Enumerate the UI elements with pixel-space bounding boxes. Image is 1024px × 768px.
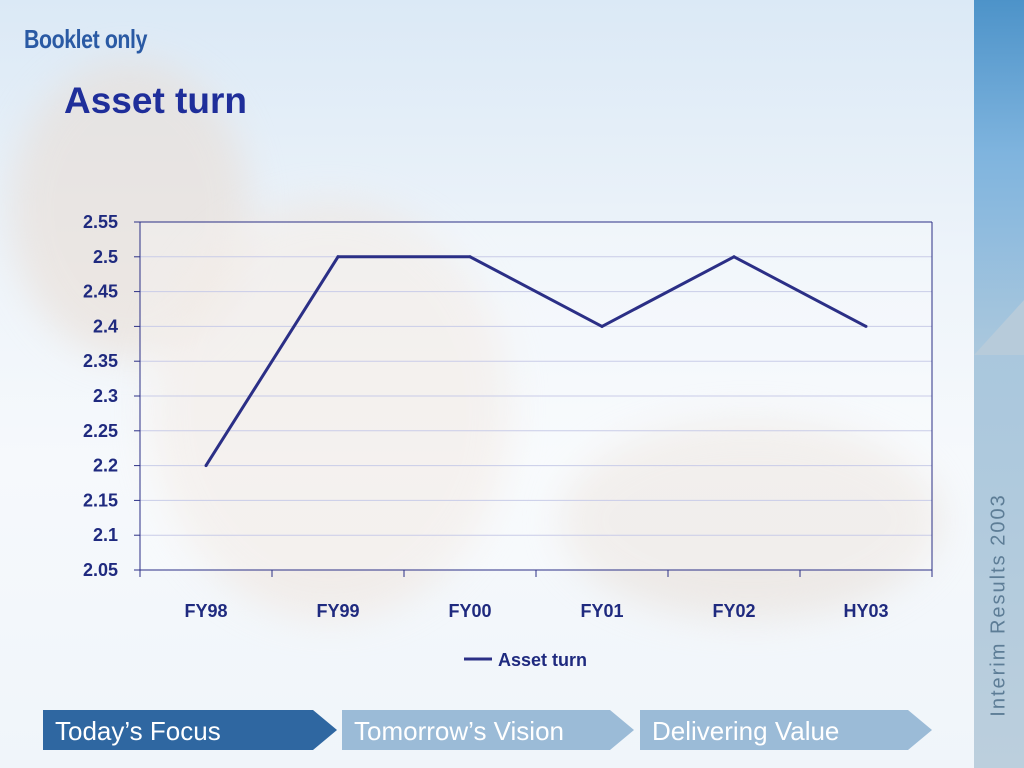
y-tick-label: 2.35 — [83, 351, 118, 371]
y-tick-label: 2.25 — [83, 421, 118, 441]
x-tick-label: FY99 — [316, 601, 359, 621]
y-tick-label: 2.05 — [83, 560, 118, 580]
x-tick-label: FY02 — [712, 601, 755, 621]
side-banner — [974, 0, 1024, 768]
data-point — [468, 255, 472, 259]
series-line — [204, 255, 867, 467]
booklet-label: Booklet only — [24, 24, 148, 54]
data-point — [600, 324, 604, 328]
x-tick-label: FY01 — [580, 601, 623, 621]
nav-arrow-shape — [640, 710, 932, 750]
y-tick-label: 2.15 — [83, 490, 118, 510]
nav-tomorrows-vision[interactable]: Tomorrow’s Vision — [342, 710, 634, 750]
data-point — [336, 255, 340, 259]
nav-label: Today’s Focus — [55, 716, 221, 746]
x-tick-label: FY98 — [184, 601, 227, 621]
data-point — [732, 255, 736, 259]
data-point — [204, 464, 208, 468]
legend-label: Asset turn — [498, 650, 587, 670]
nav-label: Delivering Value — [652, 716, 840, 746]
nav-todays-focus[interactable]: Today’s Focus — [43, 710, 337, 750]
y-tick-label: 2.45 — [83, 282, 118, 302]
side-banner-accent — [974, 300, 1024, 355]
y-tick-label: 2.5 — [93, 247, 118, 267]
y-tick-label: 2.2 — [93, 456, 118, 476]
nav-label: Tomorrow’s Vision — [354, 716, 565, 746]
y-tick-label: 2.1 — [93, 525, 118, 545]
nav-arrow-shape — [342, 710, 634, 750]
data-point — [864, 324, 868, 328]
x-tick-label: FY00 — [448, 601, 491, 621]
background-figure-blur — [560, 420, 940, 620]
y-tick-label: 2.55 — [83, 212, 118, 232]
y-tick-label: 2.3 — [93, 386, 118, 406]
page-title: Asset turn — [64, 80, 247, 121]
x-tick-label: HY03 — [843, 601, 888, 621]
nav-delivering-value[interactable]: Delivering Value — [640, 710, 932, 750]
y-tick-label: 2.4 — [93, 316, 118, 336]
nav-arrow-shape — [43, 710, 337, 750]
